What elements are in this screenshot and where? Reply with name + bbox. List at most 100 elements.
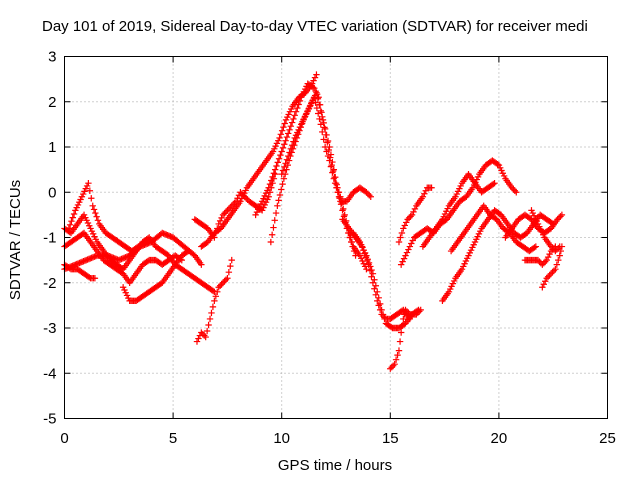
data-point bbox=[401, 222, 408, 229]
data-point bbox=[350, 247, 358, 255]
data-point bbox=[278, 186, 285, 193]
data-point bbox=[265, 184, 272, 191]
data-point bbox=[199, 330, 206, 338]
data-point bbox=[365, 259, 373, 267]
data-point bbox=[276, 134, 283, 142]
data-point bbox=[318, 109, 325, 116]
data-point bbox=[212, 293, 220, 300]
data-point bbox=[211, 297, 218, 305]
data-point bbox=[369, 270, 377, 277]
data-point bbox=[364, 190, 372, 197]
data-point bbox=[316, 101, 323, 108]
data-point bbox=[219, 211, 227, 219]
data-point bbox=[417, 306, 424, 314]
data-point bbox=[554, 216, 561, 223]
data-point bbox=[277, 131, 285, 138]
x-axis: 0 5 10 15 20 25 bbox=[60, 56, 616, 447]
data-point bbox=[202, 333, 209, 341]
data-point bbox=[271, 166, 279, 173]
series-arc-23 bbox=[528, 207, 563, 255]
data-point bbox=[374, 288, 381, 295]
data-point bbox=[381, 315, 388, 323]
data-point bbox=[400, 255, 408, 262]
series-arc-6 bbox=[119, 247, 192, 305]
data-point bbox=[494, 160, 501, 168]
data-point bbox=[389, 362, 397, 369]
data-point bbox=[185, 247, 192, 255]
data-point bbox=[278, 170, 285, 178]
data-point bbox=[316, 115, 323, 123]
data-point bbox=[320, 136, 327, 143]
data-point bbox=[278, 148, 285, 155]
data-point bbox=[330, 166, 338, 173]
data-point bbox=[94, 217, 102, 224]
data-point bbox=[416, 308, 423, 315]
data-point bbox=[214, 288, 221, 295]
x-tick-label: 10 bbox=[273, 430, 290, 447]
y-axis-title: SDTVAR / TECUs bbox=[7, 180, 24, 300]
data-point bbox=[70, 210, 78, 218]
data-point bbox=[557, 247, 565, 255]
data-point bbox=[405, 309, 412, 317]
data-point bbox=[397, 261, 405, 268]
data-point bbox=[332, 173, 339, 181]
data-point bbox=[324, 137, 332, 145]
data-point bbox=[276, 191, 284, 199]
data-point bbox=[198, 329, 205, 336]
data-point bbox=[552, 265, 559, 273]
data-point bbox=[288, 141, 296, 149]
y-tick-label: 2 bbox=[48, 94, 56, 111]
data-point bbox=[327, 151, 335, 158]
data-point bbox=[397, 234, 404, 241]
data-point bbox=[414, 309, 422, 317]
data-point bbox=[398, 229, 406, 237]
data-point bbox=[90, 206, 98, 213]
data-point bbox=[333, 184, 340, 191]
data-point bbox=[278, 127, 286, 134]
data-point bbox=[329, 169, 336, 176]
data-point bbox=[374, 297, 381, 305]
data-point bbox=[403, 219, 410, 226]
data-point bbox=[324, 152, 332, 160]
data-point bbox=[553, 261, 561, 268]
data-point bbox=[205, 321, 212, 329]
data-point bbox=[375, 302, 382, 309]
data-point bbox=[290, 115, 297, 123]
data-point bbox=[408, 211, 416, 219]
series-arc-5 bbox=[65, 180, 149, 255]
data-point bbox=[280, 175, 288, 182]
data-point bbox=[329, 167, 337, 175]
data-point bbox=[334, 189, 341, 196]
data-point bbox=[550, 267, 558, 274]
data-point bbox=[367, 263, 374, 270]
data-point bbox=[341, 211, 348, 219]
data-point bbox=[542, 258, 549, 265]
data-point bbox=[314, 110, 322, 117]
data-point bbox=[555, 214, 563, 222]
data-point bbox=[270, 170, 278, 177]
data-point bbox=[290, 138, 297, 145]
data-point bbox=[408, 240, 415, 247]
series-arc-24 bbox=[539, 243, 566, 291]
data-point bbox=[282, 137, 289, 144]
data-point bbox=[397, 329, 405, 336]
data-point bbox=[402, 252, 409, 259]
data-point bbox=[371, 276, 378, 283]
data-point bbox=[88, 195, 95, 202]
data-point bbox=[216, 217, 224, 225]
data-point bbox=[330, 175, 338, 182]
series-arc-15 bbox=[387, 306, 424, 372]
data-point bbox=[419, 193, 427, 200]
data-point bbox=[279, 180, 286, 188]
data-point bbox=[273, 162, 280, 170]
data-point bbox=[275, 197, 282, 204]
data-point bbox=[395, 238, 403, 246]
data-point bbox=[409, 237, 416, 244]
data-point bbox=[547, 270, 555, 277]
series-arc-14 bbox=[350, 229, 422, 332]
data-point bbox=[209, 303, 217, 311]
data-point bbox=[403, 249, 411, 256]
data-point bbox=[321, 143, 329, 151]
data-point bbox=[368, 273, 375, 280]
data-point bbox=[208, 309, 215, 317]
